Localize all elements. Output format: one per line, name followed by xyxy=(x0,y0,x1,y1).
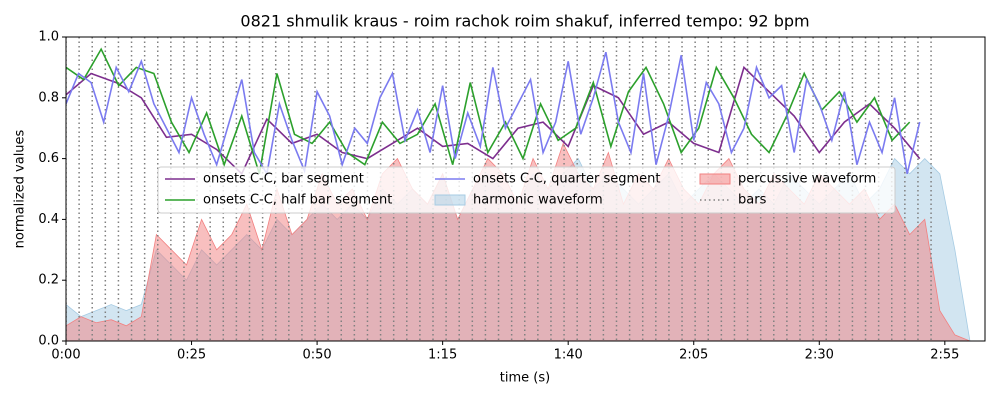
x-tick-label: 0:25 xyxy=(177,348,206,363)
y-axis-label: normalized values xyxy=(13,129,28,248)
line xyxy=(66,47,911,175)
x-tick-label: 2:55 xyxy=(930,348,959,363)
x-tick-label: 0:00 xyxy=(51,348,80,363)
y-tick-label: 0.0 xyxy=(38,334,59,349)
legend-label: harmonic waveform xyxy=(473,193,603,208)
legend-label: bars xyxy=(738,193,767,208)
chart-title: 0821 shmulik kraus - roim rachok roim sh… xyxy=(240,12,809,31)
x-tick-label: 0:50 xyxy=(302,348,331,363)
y-tick-label: 1.0 xyxy=(38,30,59,45)
x-axis-label: time (s) xyxy=(500,371,550,386)
legend-label: onsets C-C, quarter segment xyxy=(473,172,660,187)
legend-label: percussive waveform xyxy=(738,172,876,187)
axes-frame xyxy=(65,36,986,342)
y-tick-label: 0.8 xyxy=(38,90,59,105)
legend-label: onsets C-C, bar segment xyxy=(203,172,364,187)
legend-swatch xyxy=(434,194,466,206)
legend-swatch xyxy=(699,173,731,185)
legend-label: onsets C-C, half bar segment xyxy=(203,193,392,208)
legend: onsets C-C, bar segment onsets C-C, half … xyxy=(157,166,896,214)
line xyxy=(66,51,921,177)
y-tick-label: 0.2 xyxy=(38,273,59,288)
y-tick-label: 0.4 xyxy=(38,212,59,227)
y-tick-label: 0.6 xyxy=(38,151,59,166)
x-tick-label: 2:30 xyxy=(805,348,834,363)
x-tick-label: 1:40 xyxy=(554,348,583,363)
x-tick-label: 2:05 xyxy=(679,348,708,363)
x-tick-label: 1:15 xyxy=(428,348,457,363)
